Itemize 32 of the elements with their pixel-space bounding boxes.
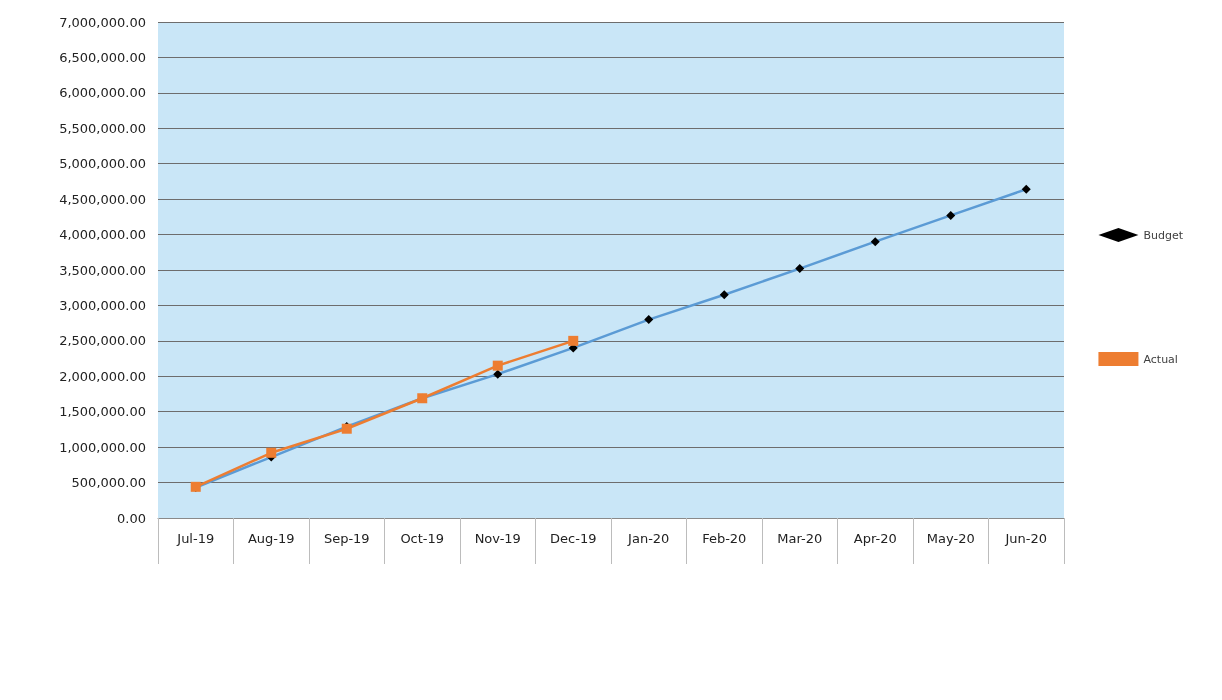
y-tick-label: 3,000,000.00 bbox=[59, 297, 146, 313]
y-tick-label: 1,500,000.00 bbox=[59, 404, 146, 420]
x-tick-label: Dec-19 bbox=[550, 531, 597, 546]
x-tick-label: Apr-20 bbox=[853, 531, 897, 546]
x-tick-label: May-20 bbox=[926, 531, 975, 546]
x-tick-label: Jul-19 bbox=[176, 531, 215, 546]
y-tick-label: 3,500,000.00 bbox=[59, 262, 146, 278]
y-tick-label: 2,500,000.00 bbox=[59, 333, 146, 349]
x-tick-label: Nov-19 bbox=[474, 531, 521, 546]
y-tick-label: 500,000.00 bbox=[71, 475, 146, 491]
y-tick-label: 6,000,000.00 bbox=[59, 85, 146, 101]
x-tick-label: Oct-19 bbox=[400, 531, 445, 546]
legend-label: Budget bbox=[1143, 228, 1184, 242]
y-tick-label: 5,000,000.00 bbox=[59, 156, 146, 172]
y-tick-label: 1,000,000.00 bbox=[59, 439, 146, 455]
x-tick-label: Sep-19 bbox=[323, 531, 370, 546]
point bbox=[568, 335, 579, 346]
legend-label: Actual bbox=[1143, 352, 1178, 366]
y-tick-label: 2,000,000.00 bbox=[59, 368, 146, 384]
y-tick-label: 4,500,000.00 bbox=[59, 191, 146, 207]
x-tick-label: Jun-20 bbox=[1004, 531, 1048, 546]
y-tick-label: 4,000,000.00 bbox=[59, 227, 146, 243]
y-tick-label: 7,000,000.00 bbox=[59, 14, 146, 30]
x-tick-label: Jan-20 bbox=[627, 531, 670, 546]
y-tick-label: 0.00 bbox=[117, 510, 146, 526]
y-tick-label: 6,500,000.00 bbox=[59, 49, 146, 65]
x-tick-label: Mar-20 bbox=[777, 531, 823, 546]
x-tick-label: Feb-20 bbox=[702, 531, 747, 546]
point bbox=[266, 447, 277, 458]
point bbox=[492, 360, 503, 371]
x-tick-label: Aug-19 bbox=[247, 531, 295, 546]
y-tick-label: 5,500,000.00 bbox=[59, 120, 146, 136]
